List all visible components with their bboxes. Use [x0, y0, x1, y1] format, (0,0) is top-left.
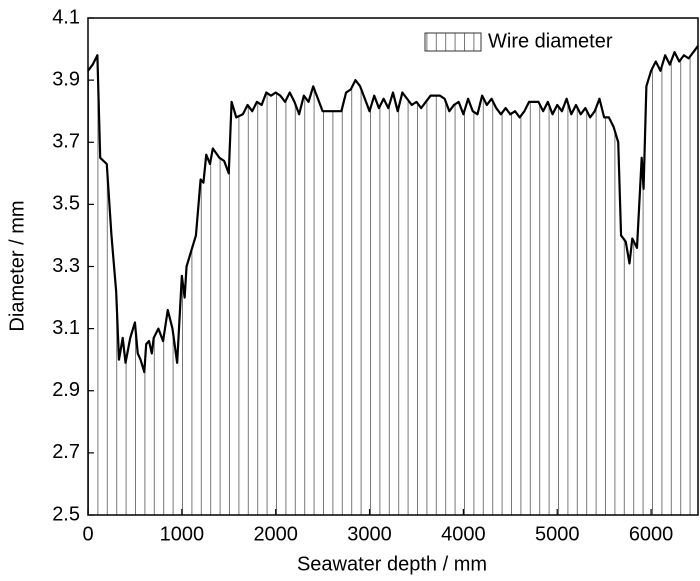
area-line — [87, 45, 699, 374]
x-tick-label: 2000 — [253, 523, 298, 545]
legend-swatch — [424, 32, 482, 52]
x-tick-label: 5000 — [535, 523, 580, 545]
y-axis-title: Diameter / mm — [6, 200, 28, 331]
y-tick-label: 3.3 — [52, 255, 80, 277]
y-tick-label: 3.7 — [52, 131, 80, 153]
y-tick-label: 3.1 — [52, 317, 80, 339]
legend-label: Wire diameter — [488, 30, 613, 52]
x-axis-title: Seawater depth / mm — [297, 553, 487, 575]
y-tick-label: 4.1 — [52, 6, 80, 28]
x-tick-label: 3000 — [347, 523, 392, 545]
y-tick-label: 3.5 — [52, 193, 80, 215]
x-tick-label: 6000 — [629, 523, 674, 545]
x-tick-label: 0 — [82, 523, 93, 545]
x-tick-label: 1000 — [160, 523, 205, 545]
y-tick-label: 2.9 — [52, 379, 80, 401]
y-tick-label: 2.7 — [52, 441, 80, 463]
area-fill — [88, 45, 698, 516]
y-tick-label: 2.5 — [52, 503, 80, 525]
y-tick-label: 3.9 — [52, 68, 80, 90]
x-tick-label: 4000 — [441, 523, 486, 545]
